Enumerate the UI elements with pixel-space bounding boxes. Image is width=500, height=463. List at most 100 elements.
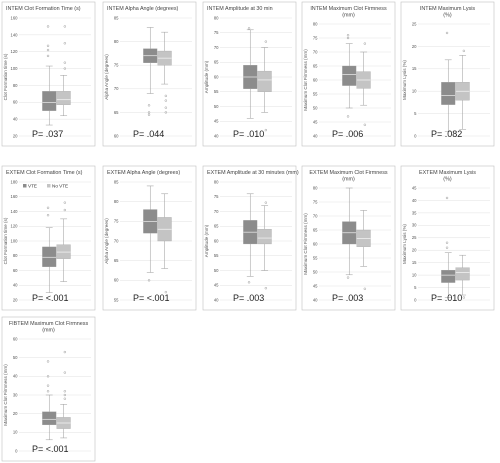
y-tick-label: 30	[412, 223, 417, 228]
chart-panel-6: EXTEM Alpha Angle (degrees) Alpha Angle (…	[102, 165, 197, 311]
outlier-point	[63, 208, 67, 212]
box-no-vte	[455, 254, 470, 299]
outlier-point	[63, 201, 67, 204]
chart-title-line: INTEM Maximum Clot Firmness	[310, 6, 387, 12]
chart-title: EXTEM Clot Formation Time (s)	[6, 170, 83, 176]
outlier-point	[346, 276, 350, 279]
y-tick-label: 45	[412, 185, 417, 190]
y-axis-label: Clot Formation time (s)	[3, 217, 8, 264]
legend-label: VTE	[28, 183, 37, 188]
p-value-label: P= .010	[233, 129, 264, 139]
y-axis-label: Alpha Angle (degrees)	[104, 218, 109, 264]
y-tick-label: 40	[13, 374, 18, 379]
outlier-point	[46, 25, 50, 28]
y-tick-label: 60	[114, 133, 119, 138]
chart-title: EXTEM Maximum Clot Firmness (mm)	[309, 170, 387, 183]
y-tick-label: 80	[114, 199, 119, 204]
p-value-label: P= .044	[133, 129, 164, 139]
outlier-point	[63, 25, 67, 28]
y-tick-label: 75	[214, 30, 219, 35]
y-tick-label: 45	[214, 119, 219, 124]
y-tick-label: 40	[13, 283, 18, 288]
box-no-vte	[157, 31, 172, 114]
outlier-point	[147, 111, 151, 114]
chart-title-line: FIBTEM Maximum Clot Firmness	[9, 321, 89, 327]
y-tick-label: 85	[114, 15, 119, 20]
box-vte	[42, 206, 57, 293]
box-iqr	[257, 229, 272, 245]
y-tick-label: 35	[412, 210, 417, 215]
outlier-point	[346, 36, 350, 40]
outlier-point	[445, 241, 449, 244]
y-tick-label: 80	[313, 21, 318, 26]
y-tick-label: 70	[214, 45, 219, 50]
y-tick-label: 20	[13, 133, 18, 138]
box-iqr	[257, 70, 272, 92]
y-axis-label: Maximum Clot Firmness (mm)	[3, 364, 8, 426]
panel-border	[102, 165, 197, 311]
y-tick-label: 65	[214, 60, 219, 65]
y-axis-label: Alpha Angle (degrees)	[104, 54, 109, 100]
outlier-point	[147, 113, 151, 116]
y-tick-label: 65	[313, 63, 318, 68]
outlier-point	[247, 27, 251, 30]
y-tick-label: 55	[313, 91, 318, 96]
y-tick-label: 70	[214, 209, 219, 214]
box-vte	[441, 31, 456, 132]
y-tick-label: 70	[313, 213, 318, 218]
legend-label: No VTE	[52, 183, 68, 188]
y-tick-label: 40	[214, 297, 219, 302]
legend-swatch	[47, 184, 51, 188]
y-tick-label: 55	[214, 89, 219, 94]
panel-border	[102, 1, 197, 147]
y-axis-label: Maximum Lysis (%)	[402, 224, 407, 264]
box-iqr	[42, 411, 57, 426]
y-tick-label: 65	[313, 227, 318, 232]
y-tick-label: 60	[13, 268, 18, 273]
panel-border	[400, 1, 495, 147]
outlier-point	[264, 128, 268, 132]
y-tick-label: 20	[412, 248, 417, 253]
box-no-vte	[56, 350, 71, 439]
chart-title-line: (mm)	[342, 13, 355, 19]
y-axis-label: Maximum Clot Firmness (mm)	[303, 49, 308, 111]
chart-title: EXTEM Maximum Lysis (%)	[419, 170, 476, 183]
outlier-point	[46, 390, 50, 393]
y-tick-label: 120	[11, 49, 19, 54]
y-tick-label: 65	[114, 258, 119, 263]
outlier-point	[63, 67, 67, 70]
outlier-point	[264, 201, 268, 204]
y-tick-label: 80	[214, 15, 219, 20]
panel-border	[400, 165, 495, 311]
y-tick-label: 60	[13, 100, 18, 105]
y-tick-label: 75	[313, 199, 318, 204]
outlier-point	[264, 40, 268, 43]
outlier-point	[164, 106, 168, 109]
y-tick-label: 160	[11, 194, 19, 199]
y-tick-label: 70	[114, 238, 119, 243]
box-iqr	[455, 267, 470, 281]
legend: VTE No VTE	[23, 183, 68, 188]
y-axis-label: Clot Formation time (s)	[3, 53, 8, 100]
chart-panel-5: EXTEM Clot Formation Time (s) Clot Format…	[1, 165, 96, 311]
y-tick-label: 75	[313, 35, 318, 40]
chart-panel-4: INTEM Maximum Lysis (%) Maximum Lysis (%) 0…	[400, 1, 495, 147]
outlier-point	[46, 360, 50, 363]
outlier-point	[164, 99, 168, 102]
chart-title: INTEM Maximum Lysis (%)	[420, 6, 476, 19]
y-tick-label: 75	[114, 63, 119, 68]
y-tick-label: 40	[214, 133, 219, 138]
box-iqr	[56, 244, 71, 259]
y-tick-label: 180	[11, 179, 19, 184]
y-tick-label: 100	[11, 238, 19, 243]
y-tick-label: 80	[214, 179, 219, 184]
outlier-point	[445, 196, 449, 200]
y-tick-label: 60	[214, 74, 219, 79]
box-vte	[243, 27, 258, 119]
box-no-vte	[257, 201, 272, 290]
legend-swatch	[23, 184, 27, 188]
y-tick-label: 85	[114, 179, 119, 184]
outlier-point	[445, 31, 449, 35]
box-vte	[143, 27, 158, 116]
